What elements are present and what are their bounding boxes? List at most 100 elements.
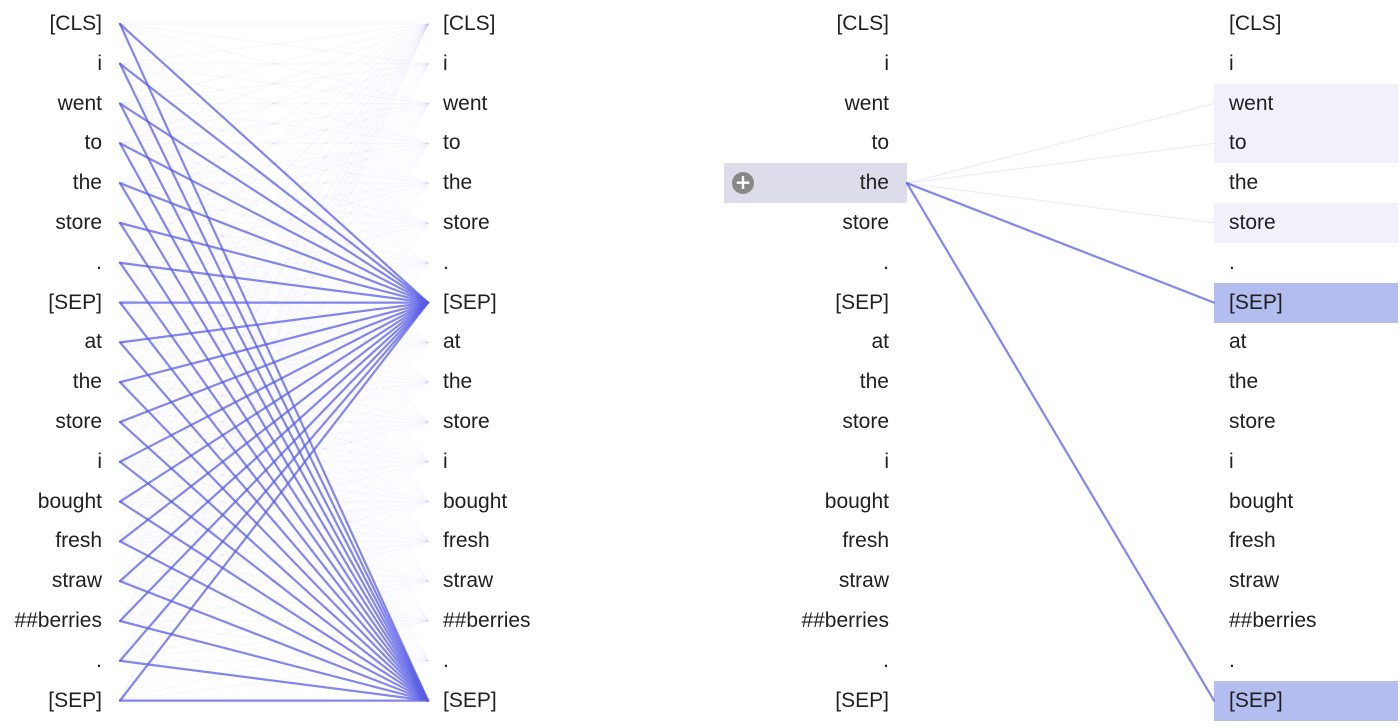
attention-line-faint bbox=[120, 422, 428, 661]
right-target-token[interactable]: the bbox=[1229, 171, 1259, 195]
left-target-token[interactable]: i bbox=[443, 449, 448, 473]
right-target-token[interactable]: [CLS] bbox=[1229, 12, 1282, 35]
right-source-token[interactable]: fresh bbox=[842, 529, 889, 553]
attention-line-faint bbox=[119, 501, 429, 543]
left-source-token[interactable]: [SEP] bbox=[48, 688, 102, 712]
right-target-token[interactable]: ##berries bbox=[1229, 609, 1317, 632]
right-target-token[interactable]: store bbox=[1229, 410, 1276, 433]
right-target-token[interactable]: went bbox=[1229, 91, 1274, 115]
right-source-token[interactable]: the bbox=[859, 171, 889, 195]
right-target-token[interactable]: bought bbox=[1229, 489, 1294, 513]
right-target-token[interactable]: fresh bbox=[1229, 529, 1276, 553]
left-target-token[interactable]: . bbox=[443, 648, 449, 672]
right-target-token[interactable]: store bbox=[1229, 211, 1276, 234]
left-source-token[interactable]: . bbox=[96, 250, 102, 274]
attention-line-faint bbox=[119, 222, 429, 304]
attention-line-faint bbox=[120, 303, 428, 502]
left-target-token[interactable]: the bbox=[443, 370, 473, 394]
plus-circle-icon[interactable]: + bbox=[732, 172, 754, 195]
left-target-token[interactable]: . bbox=[443, 250, 449, 274]
right-target-token[interactable]: [SEP] bbox=[1229, 290, 1283, 314]
right-source-token[interactable]: bought bbox=[824, 489, 889, 513]
left-target-token[interactable]: [SEP] bbox=[443, 290, 497, 314]
right-source-token[interactable]: straw bbox=[838, 569, 889, 593]
right-source-token[interactable]: went bbox=[844, 91, 889, 115]
right-source-token[interactable]: store bbox=[842, 410, 889, 433]
left-source-token[interactable]: the bbox=[72, 171, 102, 195]
left-source-token[interactable]: straw bbox=[51, 569, 102, 593]
attention-line-faint bbox=[120, 263, 428, 581]
left-source-token[interactable]: i bbox=[97, 51, 102, 75]
attention-line-faint bbox=[120, 263, 428, 621]
left-target-token[interactable]: i bbox=[443, 51, 448, 75]
left-target-token[interactable]: straw bbox=[443, 569, 494, 593]
right-source-token[interactable]: store bbox=[842, 211, 889, 234]
right-source-token[interactable]: [CLS] bbox=[836, 12, 889, 35]
attention-line-faint bbox=[119, 461, 429, 503]
left-source-token[interactable]: store bbox=[55, 211, 102, 234]
left-target-token[interactable]: went bbox=[443, 91, 488, 115]
left-source-token[interactable]: store bbox=[55, 410, 102, 433]
right-target-token[interactable]: straw bbox=[1229, 569, 1280, 593]
right-source-token[interactable]: i bbox=[884, 449, 889, 473]
attention-line-faint bbox=[120, 422, 428, 661]
target-attention-highlight bbox=[1214, 83, 1398, 124]
left-source-token[interactable]: at bbox=[84, 330, 102, 354]
attention-line bbox=[118, 301, 430, 424]
left-target-token[interactable]: at bbox=[443, 330, 461, 354]
attention-line-faint bbox=[120, 223, 428, 342]
left-target-token[interactable]: store bbox=[443, 410, 490, 433]
attention-line-faint bbox=[120, 223, 428, 382]
selected-token-highlight[interactable] bbox=[724, 163, 907, 204]
left-target-token[interactable]: [SEP] bbox=[443, 688, 497, 712]
left-target-token[interactable]: store bbox=[443, 211, 490, 234]
attention-line-faint bbox=[120, 24, 428, 183]
right-target-token[interactable]: . bbox=[1229, 250, 1235, 274]
attention-line-faint bbox=[119, 421, 429, 463]
attention-line-faint bbox=[120, 64, 428, 502]
left-source-token[interactable]: went bbox=[57, 91, 102, 115]
attention-line-faint bbox=[120, 64, 428, 223]
attention-line-faint bbox=[120, 104, 428, 582]
left-source-token[interactable]: [SEP] bbox=[48, 290, 102, 314]
attention-line-faint bbox=[119, 182, 429, 264]
attention-line-faint bbox=[120, 223, 428, 502]
right-source-token[interactable]: . bbox=[883, 648, 889, 672]
left-source-token[interactable]: to bbox=[84, 131, 102, 155]
right-source-token[interactable]: ##berries bbox=[801, 609, 889, 632]
left-target-token[interactable]: to bbox=[443, 131, 461, 155]
right-target-token[interactable]: to bbox=[1229, 131, 1247, 155]
right-target-token[interactable]: [SEP] bbox=[1229, 688, 1283, 712]
right-source-token[interactable]: i bbox=[884, 51, 889, 75]
left-source-token[interactable]: i bbox=[97, 449, 102, 473]
left-source-token[interactable]: [CLS] bbox=[49, 12, 102, 35]
attention-line-faint bbox=[120, 303, 428, 582]
right-source-token[interactable]: the bbox=[859, 370, 889, 394]
right-target-token[interactable]: i bbox=[1229, 51, 1234, 75]
attention-line-faint bbox=[120, 24, 428, 581]
right-target-token[interactable]: at bbox=[1229, 330, 1247, 354]
left-target-token[interactable]: ##berries bbox=[443, 609, 531, 632]
right-source-token[interactable]: . bbox=[883, 250, 889, 274]
attention-line-faint bbox=[119, 23, 429, 105]
right-source-token[interactable]: [SEP] bbox=[835, 688, 889, 712]
attention-line bbox=[118, 182, 430, 304]
right-source-token[interactable]: to bbox=[871, 131, 889, 155]
left-target-token[interactable]: fresh bbox=[443, 529, 490, 553]
right-target-token[interactable]: . bbox=[1229, 648, 1235, 672]
attention-line-faint bbox=[120, 183, 428, 661]
right-target-token[interactable]: the bbox=[1229, 370, 1259, 394]
left-source-token[interactable]: ##berries bbox=[14, 609, 102, 632]
left-source-token[interactable]: the bbox=[72, 370, 102, 394]
left-target-token[interactable]: the bbox=[443, 171, 473, 195]
attention-line-faint bbox=[120, 541, 428, 700]
right-target-token[interactable]: i bbox=[1229, 449, 1234, 473]
left-target-token[interactable]: [CLS] bbox=[443, 12, 496, 35]
attention-line-faint bbox=[120, 263, 428, 382]
right-source-token[interactable]: [SEP] bbox=[835, 290, 889, 314]
right-source-token[interactable]: at bbox=[871, 330, 889, 354]
left-target-token[interactable]: bought bbox=[443, 489, 508, 513]
left-source-token[interactable]: fresh bbox=[55, 529, 102, 553]
left-source-token[interactable]: . bbox=[96, 648, 102, 672]
left-source-token[interactable]: bought bbox=[37, 489, 102, 513]
